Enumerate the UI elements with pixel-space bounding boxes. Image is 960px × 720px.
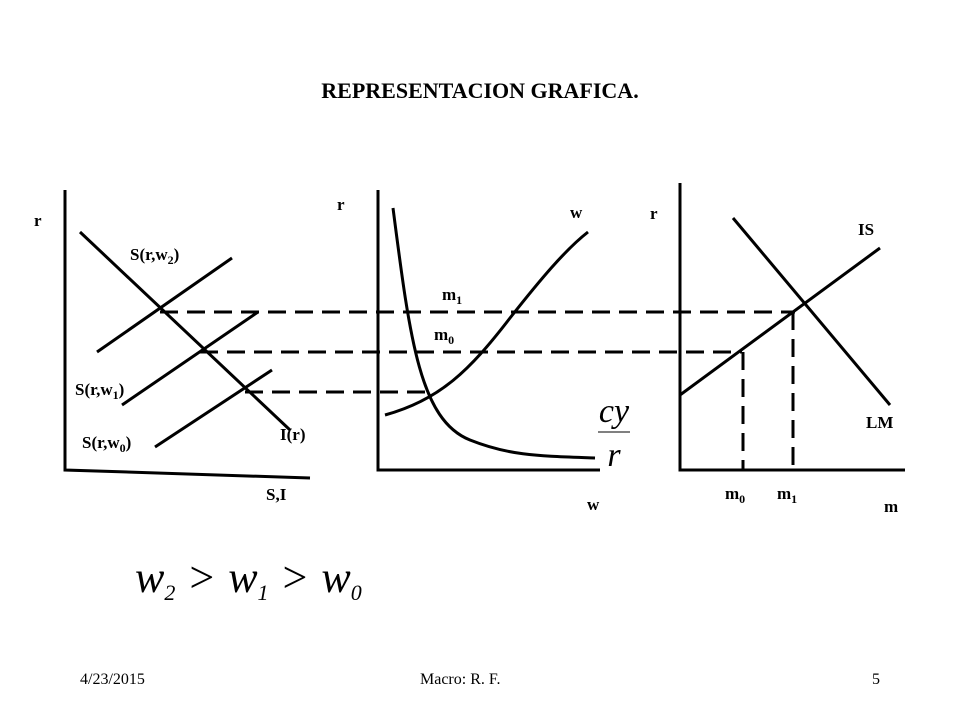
axis-label: S,I — [266, 485, 287, 504]
axis-label: r — [34, 211, 42, 230]
fraction-denominator: r — [607, 437, 621, 474]
axis-label: w — [587, 495, 600, 514]
fraction-numerator: cy — [599, 393, 630, 430]
savings-curve — [121, 310, 259, 407]
curve-label: S(r,w0) — [82, 433, 131, 455]
is-curve — [731, 217, 892, 406]
panel-3: r m IS LM m0 m1 — [650, 183, 905, 516]
axes — [678, 183, 905, 472]
title: REPRESENTACION GRAFICA. — [321, 78, 638, 103]
investment-curve — [78, 230, 292, 432]
savings-curve — [96, 256, 233, 354]
curve-label: S(r,w2) — [130, 245, 179, 267]
dashed-guides — [160, 310, 795, 470]
footer-date: 4/23/2015 — [80, 671, 145, 688]
curve-label: w — [570, 203, 583, 222]
curve-label: LM — [866, 413, 893, 432]
axis-label: m — [884, 497, 898, 516]
axis-label: r — [337, 195, 345, 214]
wage-curve — [384, 230, 589, 417]
panel-2: r w w m1 m0 cy r — [337, 190, 630, 514]
page-number: 5 — [872, 671, 880, 688]
tick-label: m0 — [725, 484, 745, 506]
savings-curve — [154, 368, 273, 449]
axes — [63, 190, 311, 480]
curve-label: I(r) — [280, 425, 305, 444]
panel-1: r S,I I(r) S(r,w2) S(r,w1) S(r,w0) — [34, 190, 311, 504]
tick-label: m1 — [777, 484, 797, 506]
axes — [376, 190, 600, 472]
money-curve — [391, 207, 596, 460]
curve-label: m1 — [442, 285, 462, 307]
curve-label: m0 — [434, 325, 454, 347]
curve-label: S(r,w1) — [75, 380, 124, 402]
axis-label: r — [650, 204, 658, 223]
curve-label: IS — [858, 220, 874, 239]
lm-curve — [679, 246, 881, 397]
footer-center: Macro: R. F. — [420, 671, 501, 688]
inequality: w2 > w1 > w0 — [135, 553, 362, 605]
